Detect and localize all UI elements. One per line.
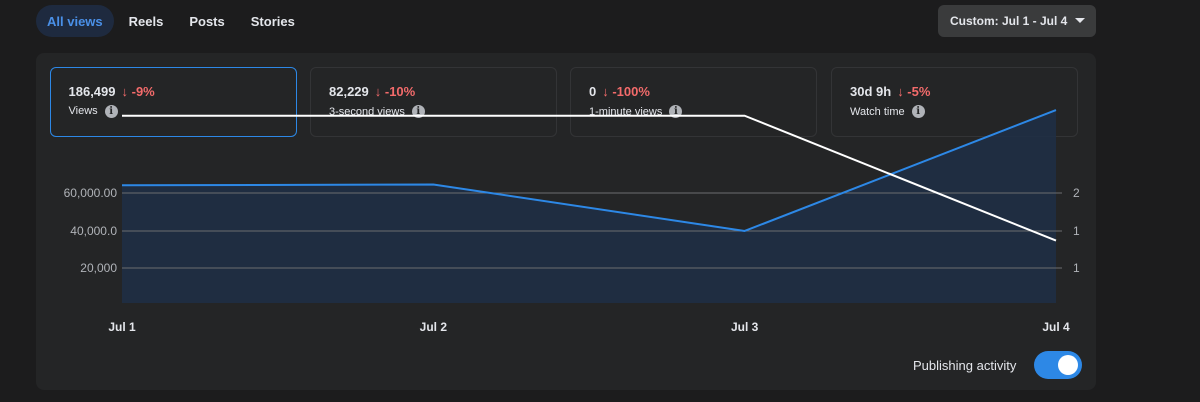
tab-reels[interactable]: Reels: [128, 13, 164, 29]
metric-value: 186,499: [68, 83, 116, 99]
caret-down-icon: [1075, 18, 1085, 23]
metric-change: ↓ -5%: [897, 84, 931, 99]
metric-label: Watch time: [850, 105, 905, 118]
metric-value: 82,229: [329, 84, 369, 99]
views-series-line: [121, 109, 1057, 232]
date-range-label: Custom: Jul 1 - Jul 4: [950, 14, 1068, 28]
metric-label: 1-minute views: [589, 105, 663, 118]
x-tick-label: Jul 4: [1042, 320, 1070, 334]
x-tick-label: Jul 3: [731, 320, 759, 334]
publishing-activity-label: Publishing activity: [913, 357, 1017, 373]
y-tick-right: 2: [1073, 186, 1080, 200]
x-tick-label: Jul 1: [108, 320, 136, 334]
publishing-activity: Publishing activity: [913, 351, 1083, 379]
metric-card-views[interactable]: 186,499 ↓ -9% Views i: [50, 67, 297, 137]
metric-change: ↓ -100%: [602, 84, 650, 99]
x-tick-label: Jul 2: [420, 320, 448, 334]
metric-value: 30d 9h: [850, 84, 892, 99]
publishing-activity-toggle[interactable]: [1034, 351, 1083, 379]
insights-panel: 186,499 ↓ -9% Views i 82,229 ↓ -10% 3-se…: [36, 53, 1096, 390]
metric-value: 0: [589, 84, 597, 99]
tab-all-views[interactable]: All views: [36, 5, 114, 37]
tab-posts[interactable]: Posts: [189, 13, 225, 29]
metric-card-1-minute-views[interactable]: 0 ↓ -100% 1-minute views i: [570, 67, 817, 137]
y-tick-right: 1: [1073, 261, 1080, 275]
toggle-knob: [1058, 355, 1079, 375]
metric-change: ↓ -9%: [121, 83, 155, 99]
publishing-series-line: [122, 114, 1057, 242]
metric-label: Views: [68, 105, 98, 117]
y-tick-right: 1: [1073, 224, 1080, 238]
date-range-dropdown[interactable]: Custom: Jul 1 - Jul 4: [938, 5, 1096, 37]
views-line-chart: 20,000 40,000.0 60,000.00 1 1 2 Jul 1 Jul 2 Jul …: [64, 109, 1080, 334]
metric-change: ↓ -10%: [374, 84, 416, 99]
info-icon[interactable]: i: [911, 105, 925, 118]
views-area-fill: [122, 110, 1056, 303]
metric-label: 3-second views: [329, 105, 405, 118]
info-icon[interactable]: i: [104, 104, 118, 118]
y-tick-left: 40,000.0: [70, 224, 117, 238]
y-tick-left: 20,000: [80, 261, 117, 275]
y-tick-left: 60,000.00: [64, 186, 118, 200]
tab-stories[interactable]: Stories: [250, 13, 295, 29]
content-type-tabs: All views Reels Posts Stories: [36, 5, 310, 37]
metric-card-3-second-views[interactable]: 82,229 ↓ -10% 3-second views i: [310, 67, 557, 137]
